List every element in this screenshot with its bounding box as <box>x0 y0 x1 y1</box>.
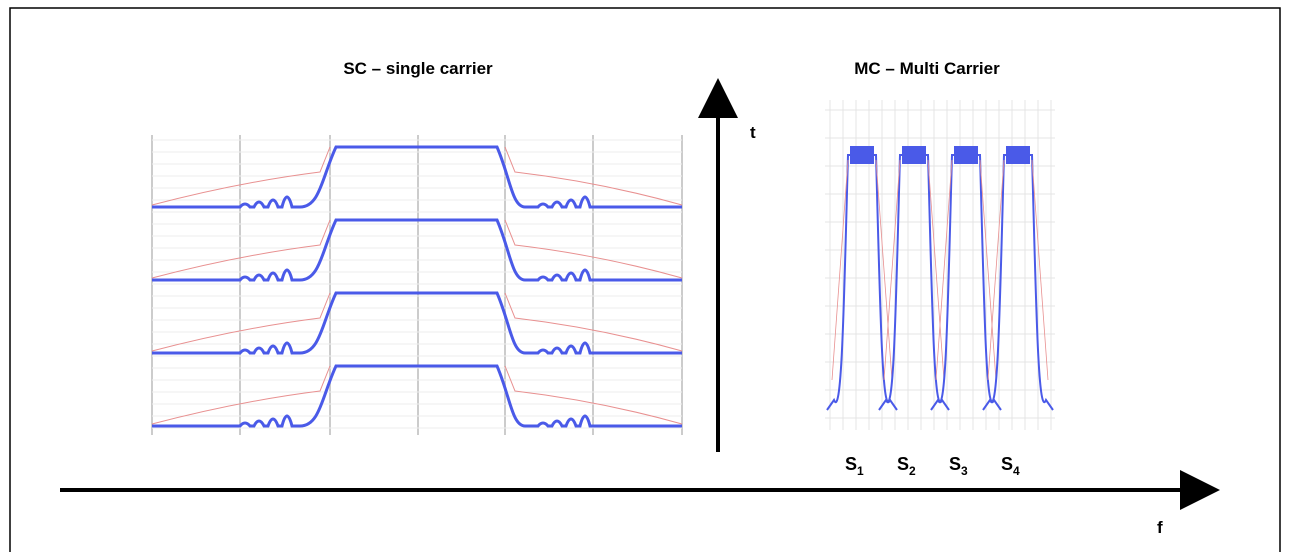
sc-title: SC – single carrier <box>343 59 493 78</box>
carrier-top <box>1006 146 1030 164</box>
time-label: t <box>750 123 756 142</box>
carrier-top <box>850 146 874 164</box>
subcarrier-index: 2 <box>909 464 916 478</box>
subcarrier-index: 1 <box>857 464 864 478</box>
mask-curve <box>988 160 1048 380</box>
subcarrier-letter: S <box>845 454 857 474</box>
single-carrier-spectra <box>152 135 682 435</box>
subcarrier-label: S4 <box>1001 454 1020 478</box>
subcarrier-label: S1 <box>845 454 864 478</box>
carrier-top <box>954 146 978 164</box>
subcarrier-label: S2 <box>897 454 916 478</box>
subcarrier-label: S3 <box>949 454 968 478</box>
carrier-top <box>902 146 926 164</box>
carrier-trace <box>931 155 1001 410</box>
carrier-trace <box>827 155 897 410</box>
multi-carrier-spectra <box>825 100 1055 430</box>
subcarrier-letter: S <box>897 454 909 474</box>
subcarrier-letter: S <box>949 454 961 474</box>
subcarrier-letter: S <box>1001 454 1013 474</box>
mask-curve <box>832 160 892 380</box>
mask-curve <box>884 160 944 380</box>
subcarrier-index: 4 <box>1013 464 1020 478</box>
subcarrier-index: 3 <box>961 464 968 478</box>
carrier-trace <box>879 155 949 410</box>
mask-curve <box>936 160 996 380</box>
frequency-label: f <box>1157 518 1163 537</box>
carrier-trace <box>983 155 1053 410</box>
diagram: SC – single carrier MC – Multi Carrier t… <box>0 0 1289 552</box>
mc-title: MC – Multi Carrier <box>854 59 1000 78</box>
